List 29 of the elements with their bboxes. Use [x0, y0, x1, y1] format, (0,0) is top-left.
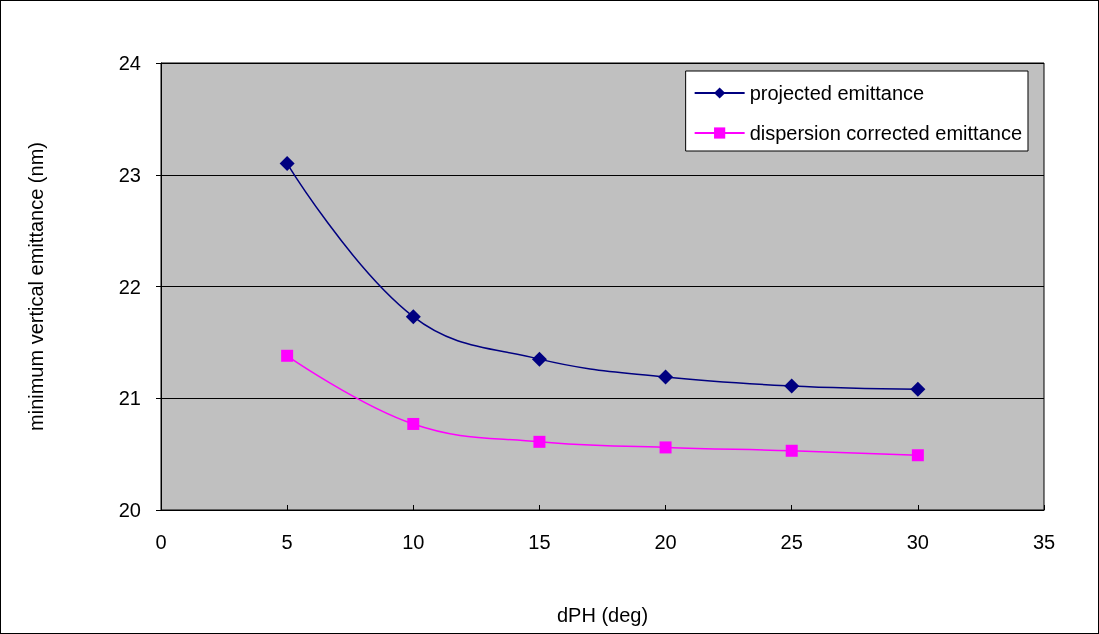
point [531, 351, 547, 367]
point [281, 349, 294, 362]
y-tick-label: 20 [118, 499, 141, 521]
legend-label: dispersion corrected emittance [749, 122, 1023, 144]
x-tick-label: 0 [155, 531, 167, 553]
point [910, 381, 926, 397]
point [405, 309, 421, 325]
point [407, 417, 420, 430]
y-axis-title: minimum vertical emittance (nm) [25, 142, 47, 431]
point [658, 369, 674, 385]
x-axis-title: dPH (deg) [556, 604, 649, 626]
y-tick-label: 24 [118, 52, 141, 74]
point [784, 378, 800, 394]
y-tick-label: 23 [118, 163, 141, 186]
point [279, 156, 295, 172]
x-tick-label: 15 [528, 531, 551, 553]
point [659, 441, 672, 454]
point [533, 435, 546, 448]
x-tick-label: 10 [402, 531, 425, 553]
legend-label: projected emittance [749, 82, 925, 104]
x-tick-label: 30 [906, 531, 929, 553]
x-tick-label: 35 [1032, 531, 1056, 553]
x-tick-label: 5 [281, 531, 293, 553]
point [785, 444, 798, 457]
x-tick-label: 20 [654, 531, 677, 553]
y-tick-label: 22 [118, 275, 141, 298]
x-tick-label: 25 [780, 531, 803, 553]
point [911, 449, 924, 462]
y-tick-label: 21 [118, 387, 141, 410]
